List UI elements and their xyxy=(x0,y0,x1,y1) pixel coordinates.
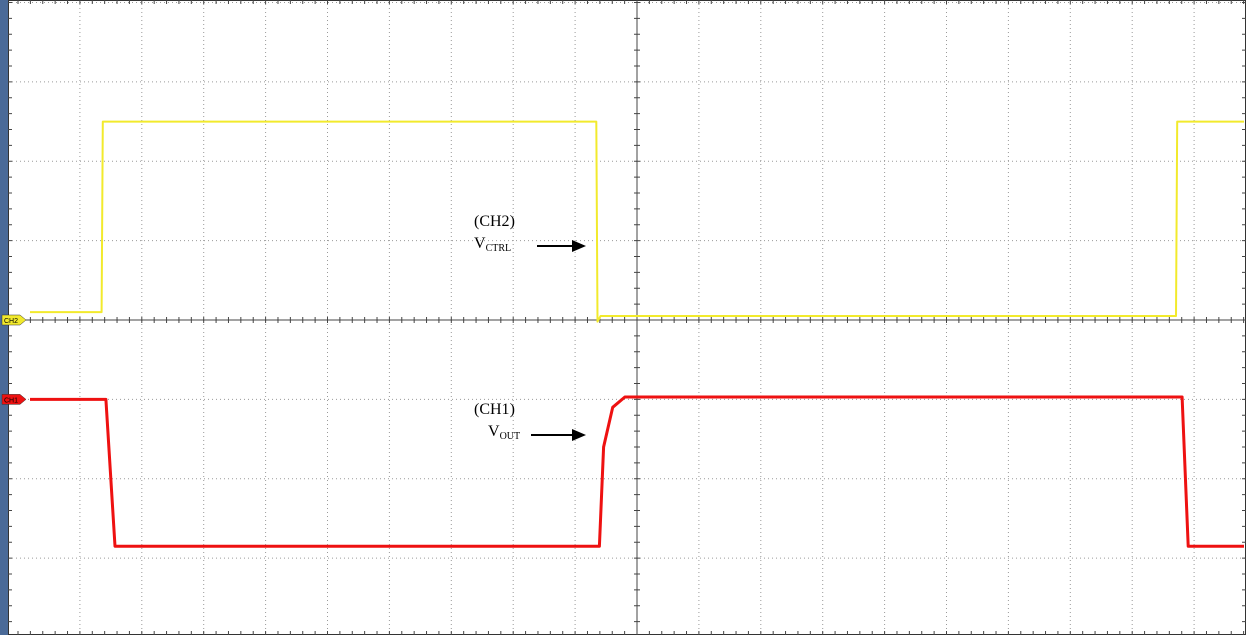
ch1-ground-marker: CH1 xyxy=(1,394,27,405)
trace-ch1 xyxy=(30,395,1244,548)
ch1-signal-line: VOUT xyxy=(474,423,520,446)
graticule-ticks xyxy=(8,0,1246,635)
ch2-channel-line: (CH2) xyxy=(474,213,515,231)
ch2-close-paren: ) xyxy=(509,213,515,230)
ch2-channel-name: CH2 xyxy=(479,213,510,230)
ch2-ground-marker: CH2 xyxy=(1,314,27,326)
ch2-signal-subscript: CTRL xyxy=(485,243,512,254)
ch1-signal-name: V xyxy=(488,423,500,440)
ch1-channel-name: CH1 xyxy=(479,401,510,418)
ch1-ground-marker-text: CH1 xyxy=(4,397,18,404)
ch2-signal-line: VCTRL xyxy=(474,235,515,258)
trace-group xyxy=(30,120,1244,548)
ch1-signal-subscript: OUT xyxy=(499,431,521,442)
ch1-channel-line: (CH1) xyxy=(474,401,520,419)
ch1-annotation: (CH1) VOUT xyxy=(474,401,520,446)
ch2-open-paren: ( xyxy=(474,213,480,230)
channel-markers: CH2 CH1 xyxy=(1,314,27,405)
trace-ch2 xyxy=(30,120,1244,323)
ch1-open-paren: ( xyxy=(474,401,480,418)
ch2-signal-name: V xyxy=(474,235,486,252)
ch2-annotation: (CH2) VCTRL xyxy=(474,213,515,258)
ch2-arrow xyxy=(537,240,586,252)
annotation-arrows xyxy=(531,240,586,441)
ch2-ground-marker-text: CH2 xyxy=(4,318,18,325)
ch1-close-paren: ) xyxy=(509,401,515,418)
ch1-arrow xyxy=(531,429,586,441)
